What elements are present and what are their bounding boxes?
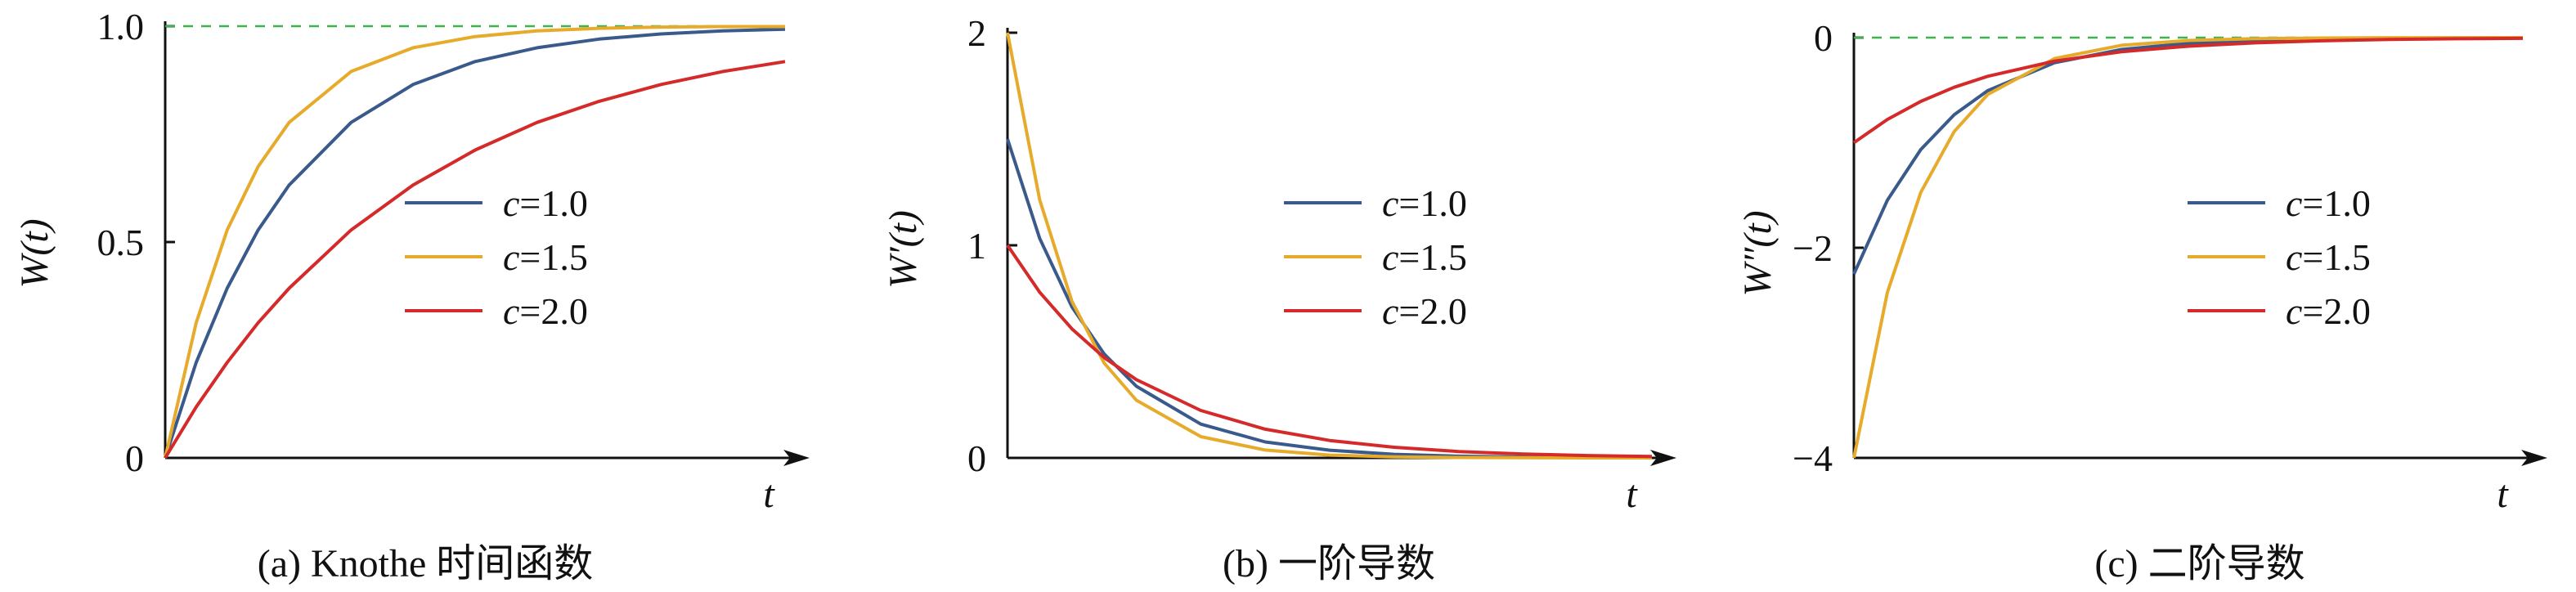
panel-b-ytick-label: 0 (967, 437, 986, 479)
panel-b-ytick-label: 2 (967, 12, 986, 54)
panel-a-ytick-label: 1.0 (97, 6, 145, 47)
panel-a-x-axis-arrow (783, 450, 810, 466)
panel-a-legend-label: c=1.0 (503, 182, 588, 224)
panel-a-series-line (164, 27, 786, 459)
panel-a-ticks: 0 0.5 1.0 (97, 6, 810, 479)
panel-c-ylabel: W″(t) (1736, 210, 1779, 296)
panel-a-series-line (164, 25, 785, 459)
panel-b-series-line (1006, 32, 1652, 460)
panel-c-ytick-label: −4 (1793, 437, 1833, 479)
panel-b-ytick-label: 1 (967, 225, 986, 267)
panel-c-xlabel: t (2497, 473, 2509, 516)
panel-c-legend-label: c=1.0 (2286, 182, 2371, 224)
panel-c-legend-label: c=2.0 (2286, 290, 2371, 332)
panel-c-series-line (1852, 36, 2524, 459)
panel-a-ytick-label: 0.5 (97, 222, 145, 263)
panel-a-ylabel: W(t) (13, 218, 56, 288)
panel-a-marks (164, 25, 786, 460)
panel-a-legend-label: c=1.5 (503, 236, 588, 278)
panel-b-marks (1006, 32, 1653, 460)
panel-b-legend-label: c=1.0 (1382, 182, 1467, 224)
panel-c: W″(t) t (c) 二阶导数 −4 −2 0 c=1.0 c=1.5 c=2.0 (1736, 17, 2547, 585)
panel-b: W′(t) t (b) 一阶导数 0 1 2 c=1.0 c=1.5 c=2.0 (882, 12, 1676, 585)
panel-c-legend-label: c=1.5 (2286, 236, 2371, 278)
panel-b-ylabel: W′(t) (882, 210, 925, 289)
panel-a-ytick-label: 0 (125, 437, 144, 479)
panel-c-series-line (1852, 36, 2524, 275)
panel-c-ytick-label: 0 (1814, 17, 1833, 59)
panel-c-ticks: −4 −2 0 (1793, 17, 2547, 479)
panel-c-ytick-label: −2 (1793, 227, 1833, 269)
panel-b-legend-label: c=1.5 (1382, 236, 1467, 278)
panel-c-caption: (c) 二阶导数 (2094, 542, 2304, 585)
panel-c-x-axis-arrow (2521, 450, 2547, 466)
panel-c-marks (1852, 36, 2524, 459)
panel-b-legend: c=1.0 c=1.5 c=2.0 (1284, 182, 1467, 332)
panel-b-x-axis-arrow (1650, 450, 1676, 466)
panel-c-series-line (1852, 36, 2524, 145)
panel-c-legend: c=1.0 c=1.5 c=2.0 (2188, 182, 2371, 332)
panel-b-caption: (b) 一阶导数 (1223, 542, 1435, 585)
panel-a-legend: c=1.0 c=1.5 c=2.0 (405, 182, 588, 332)
panel-b-legend-label: c=2.0 (1382, 290, 1467, 332)
panel-a-caption: (a) Knothe 时间函数 (258, 542, 594, 585)
panel-a-series-line (164, 60, 786, 460)
panel-b-xlabel: t (1626, 473, 1638, 516)
panel-a-legend-label: c=2.0 (503, 290, 588, 332)
panel-b-ticks: 0 1 2 (967, 12, 1676, 479)
panel-a: W(t) t (a) Knothe 时间函数 00.51.0 c=1.0c=1.… (13, 6, 810, 585)
panel-b-series-line (1006, 244, 1653, 459)
panel-b-series-line (1006, 138, 1653, 460)
panel-a-xlabel: t (763, 473, 775, 516)
